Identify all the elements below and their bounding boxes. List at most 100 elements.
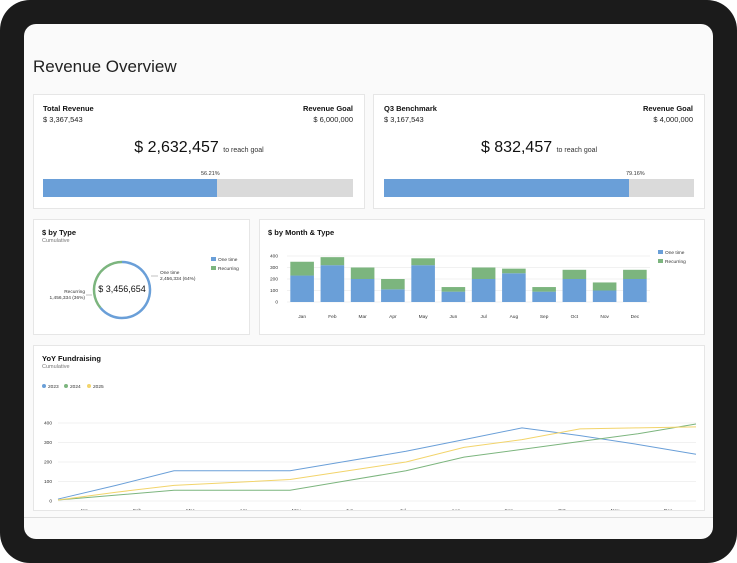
dashboard-screen: Revenue Overview Total Revenue $ 3,367,5… xyxy=(24,24,713,539)
legend-swatch-one-time xyxy=(658,250,663,254)
bar-y-tick-label: 100 xyxy=(270,288,278,294)
line-y-tick-label: 200 xyxy=(44,460,52,466)
bar-one-time-jul xyxy=(471,279,496,302)
bar-y-tick-label: 300 xyxy=(270,265,278,271)
kpi-progress-bar xyxy=(384,179,694,197)
bar-one-time-apr xyxy=(381,289,405,302)
kpi-progress-label: 56.21% xyxy=(201,171,220,177)
kpi-left-label: Total Revenue xyxy=(43,104,94,113)
bar-one-time-nov xyxy=(592,290,617,302)
bar-recurring-oct xyxy=(562,269,587,279)
line-y-tick-label: 0 xyxy=(49,499,52,505)
kpi-right-label: Revenue Goal xyxy=(302,104,353,113)
legend-dot-2024 xyxy=(64,384,68,388)
kpi-amount-value: $ 2,632,457 xyxy=(134,139,219,156)
line-series-2024 xyxy=(57,423,697,501)
by-type-subtitle: Cumulative xyxy=(42,238,70,244)
line-x-tick-label: Apr xyxy=(240,508,248,510)
yoy-card[interactable]: YoY Fundraising Cumulative 2023 2024 202… xyxy=(33,345,705,511)
kpi-right-label: Revenue Goal xyxy=(642,104,693,113)
legend-dot-2023 xyxy=(42,384,46,388)
kpi-right-value: $ 4,000,000 xyxy=(653,115,693,124)
kpi-progress-fill xyxy=(384,179,630,197)
line-x-tick-label: Feb xyxy=(133,508,142,510)
donut-value-recurring: 1,456,334 (36%) xyxy=(50,295,86,301)
kpi-amount-note: to reach goal xyxy=(223,147,264,154)
line-x-tick-label: Dec xyxy=(664,508,673,510)
bar-x-tick-label: Jan xyxy=(298,314,306,320)
kpi-progress-fill xyxy=(43,179,218,197)
bar-y-tick-label: 200 xyxy=(270,277,278,283)
line-y-tick-label: 400 xyxy=(44,421,52,427)
bar-one-time-mar xyxy=(350,279,375,302)
bar-one-time-jun xyxy=(441,291,466,302)
line-x-tick-label: Aug xyxy=(451,508,460,510)
kpi-progress-label: 79.16% xyxy=(626,171,645,177)
bar-recurring-feb xyxy=(320,257,345,266)
bar-one-time-feb xyxy=(320,265,345,302)
bar-one-time-aug xyxy=(502,273,526,302)
legend-swatch-one-time xyxy=(211,257,216,261)
bar-one-time-oct xyxy=(562,279,587,302)
bar-recurring-jul xyxy=(471,267,496,279)
bar-y-tick-label: 0 xyxy=(275,300,278,306)
legend-label-recurring: Recurring xyxy=(218,266,239,272)
line-y-tick-label: 300 xyxy=(44,440,52,446)
by-type-title: $ by Type xyxy=(42,228,77,237)
yoy-subtitle: Cumulative xyxy=(42,364,70,370)
kpi-amount-value: $ 832,457 xyxy=(480,139,553,156)
bottom-divider xyxy=(24,517,713,518)
bar-x-tick-label: Jul xyxy=(481,314,487,320)
bar-x-tick-label: Aug xyxy=(510,314,519,320)
stacked-bar-chart: One time Recurring 0 100 200 300 400 Jan Feb Ma… xyxy=(270,250,686,320)
bar-recurring-dec xyxy=(623,269,647,279)
kpi-left-label: Q3 Benchmark xyxy=(384,104,437,113)
by-month-card[interactable]: $ by Month & Type One time Recurring 0 10… xyxy=(259,219,705,335)
bar-recurring-jun xyxy=(441,287,466,292)
donut-slice-one-time xyxy=(99,260,152,320)
legend-label-one-time: One time xyxy=(218,257,238,263)
donut-label-one-time: One time xyxy=(160,270,180,276)
legend-label-2024: 2024 xyxy=(70,384,81,390)
bar-x-tick-label: Oct xyxy=(571,314,579,320)
donut-center-value: $ 3,456,654 xyxy=(98,284,146,294)
bar-recurring-jan xyxy=(290,261,314,276)
line-x-tick-label: Sep xyxy=(505,508,514,510)
legend-label-one-time: One time xyxy=(665,250,685,256)
kpi-right-value: $ 6,000,000 xyxy=(313,115,353,124)
line-x-tick-label: Nov xyxy=(611,508,620,510)
line-series-2025 xyxy=(57,426,697,501)
kpi-card-q3-benchmark[interactable]: Q3 Benchmark $ 3,167,543 Revenue Goal $ … xyxy=(373,94,705,209)
kpi-card-total-revenue[interactable]: Total Revenue $ 3,367,543 Revenue Goal $… xyxy=(33,94,365,209)
kpi-amount-note: to reach goal xyxy=(556,147,598,154)
donut-chart: $ 3,456,654 One time 2,456,334 (64%) Rec… xyxy=(50,257,239,320)
bar-recurring-aug xyxy=(502,268,526,274)
legend-dot-2025 xyxy=(87,384,91,388)
bar-one-time-sep xyxy=(532,291,556,302)
donut-label-recurring: Recurring xyxy=(64,289,85,295)
bar-one-time-may xyxy=(411,265,435,302)
bar-recurring-sep xyxy=(532,287,556,292)
donut-slice-recurring xyxy=(92,260,123,309)
line-series-2023 xyxy=(57,427,697,500)
legend-label-2023: 2023 xyxy=(48,384,59,390)
donut-value-one-time: 2,456,334 (64%) xyxy=(160,276,196,282)
bar-recurring-mar xyxy=(350,267,375,279)
line-x-tick-label: Oct xyxy=(558,508,566,510)
legend-swatch-recurring xyxy=(658,259,663,263)
bar-x-tick-label: Dec xyxy=(631,314,640,320)
line-x-tick-label: Jan xyxy=(80,508,88,510)
by-type-card[interactable]: $ by Type Cumulative $ 3,456,654 One tim… xyxy=(33,219,250,335)
kpi-left-value: $ 3,167,543 xyxy=(384,115,424,124)
bar-recurring-nov xyxy=(592,282,617,291)
line-x-tick-label: Mar xyxy=(186,508,195,510)
legend-label-2025: 2025 xyxy=(93,384,104,390)
bar-x-tick-label: Nov xyxy=(600,314,609,320)
kpi-amount: $ 832,457 to reach goal xyxy=(374,139,704,157)
bar-recurring-apr xyxy=(381,279,405,290)
legend-label-recurring: Recurring xyxy=(665,259,686,265)
bar-x-tick-label: Feb xyxy=(328,314,337,320)
by-month-title: $ by Month & Type xyxy=(268,228,335,237)
bar-x-tick-label: Jun xyxy=(450,314,458,320)
